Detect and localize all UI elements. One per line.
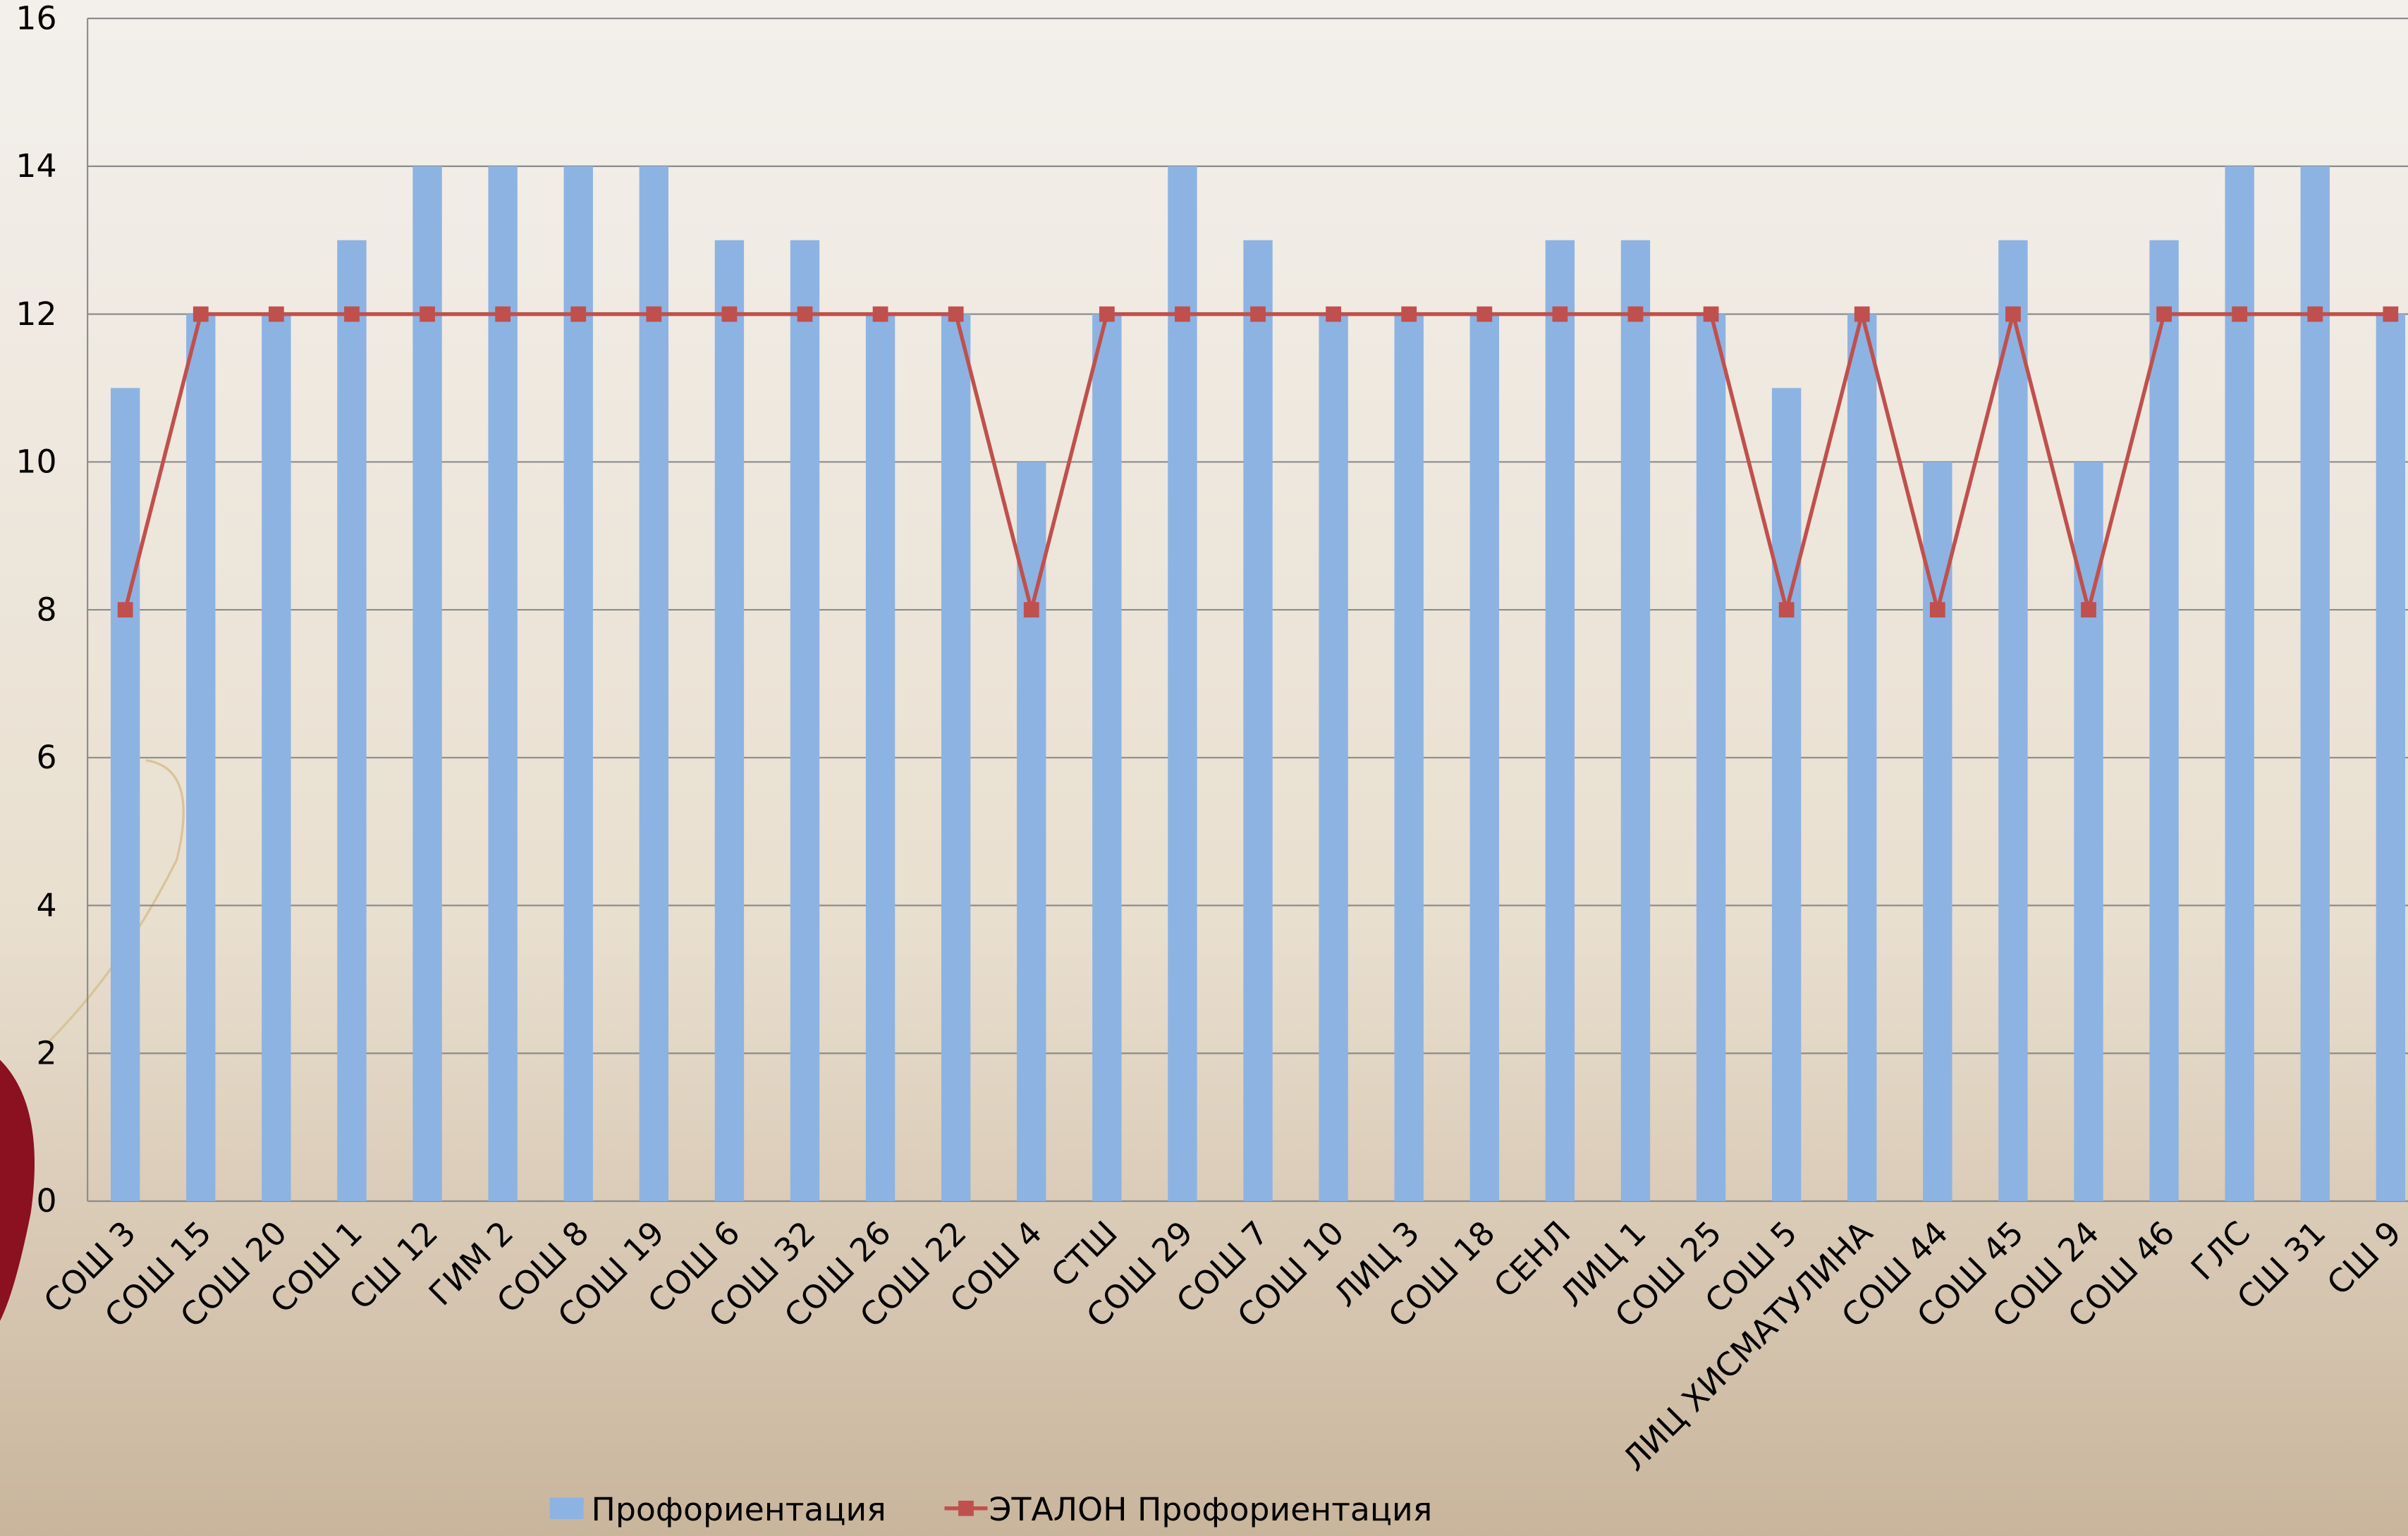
y-tick-label: 4 <box>36 887 56 924</box>
line-marker <box>2081 602 2096 618</box>
legend-label: ЭТАЛОН Профориентация <box>989 1491 1433 1528</box>
line-marker <box>1250 306 1266 322</box>
bar <box>1998 240 2028 1201</box>
line-marker <box>1778 602 1795 618</box>
bar <box>2225 166 2254 1201</box>
bar <box>1545 240 1575 1201</box>
bar <box>262 314 291 1201</box>
y-tick-label: 6 <box>36 739 56 776</box>
line-marker <box>1099 306 1115 322</box>
bar <box>1847 314 1877 1201</box>
bar <box>1771 388 1802 1201</box>
line-marker <box>1703 306 1719 322</box>
line-marker <box>1175 306 1190 322</box>
y-tick-label: 12 <box>16 295 56 333</box>
line-marker <box>344 306 360 322</box>
bar <box>639 166 669 1201</box>
line-marker <box>948 306 964 322</box>
line-marker <box>2232 306 2248 322</box>
bar <box>412 166 442 1201</box>
line-marker <box>1477 306 1493 322</box>
bar <box>186 314 216 1201</box>
line-marker <box>2383 306 2399 322</box>
legend-swatch <box>549 1497 584 1520</box>
line-marker <box>420 306 435 322</box>
line-marker <box>646 306 662 322</box>
line-marker <box>268 306 284 322</box>
bar <box>941 314 971 1201</box>
bar <box>1469 314 1499 1201</box>
bar <box>2149 240 2179 1201</box>
line-marker <box>1552 306 1568 322</box>
bar <box>2074 462 2103 1201</box>
bar <box>1243 240 1273 1201</box>
line-marker <box>721 306 738 322</box>
y-tick-label: 2 <box>36 1034 56 1071</box>
line-marker <box>495 306 511 322</box>
bar <box>110 388 140 1201</box>
line-marker <box>872 306 888 322</box>
decoration <box>0 1059 35 1321</box>
line-marker <box>1854 306 1870 322</box>
line-marker <box>1023 602 1039 618</box>
legend-label: Профориентация <box>592 1491 886 1528</box>
bar <box>790 240 820 1201</box>
y-tick-label: 14 <box>16 147 56 185</box>
line-marker <box>2156 306 2172 322</box>
y-tick-label: 16 <box>16 0 56 37</box>
legend-swatch <box>958 1500 974 1516</box>
bar <box>865 314 896 1201</box>
line-marker <box>570 306 587 322</box>
bar <box>1394 314 1424 1201</box>
bar <box>1319 314 1348 1201</box>
line-marker <box>2005 306 2021 322</box>
bar <box>337 240 367 1201</box>
bar <box>2300 166 2330 1201</box>
bar <box>1017 462 1046 1201</box>
line-marker <box>797 306 813 322</box>
bar <box>1092 314 1122 1201</box>
line-marker <box>1627 306 1644 322</box>
y-tick-label: 0 <box>36 1182 56 1219</box>
y-tick-label: 8 <box>36 591 56 628</box>
line-marker <box>2307 306 2323 322</box>
bar <box>1620 240 1651 1201</box>
y-tick-label: 10 <box>16 443 56 481</box>
line-marker <box>1401 306 1417 322</box>
bar <box>1923 462 1952 1201</box>
bar <box>1696 314 1726 1201</box>
bar <box>2376 314 2406 1201</box>
bar <box>488 166 518 1201</box>
bar <box>1168 166 1197 1201</box>
line-marker <box>1929 602 1945 618</box>
line-marker <box>192 306 209 322</box>
bar <box>563 166 593 1201</box>
bar <box>714 240 745 1201</box>
line-marker <box>117 602 133 618</box>
line-marker <box>1326 306 1342 322</box>
